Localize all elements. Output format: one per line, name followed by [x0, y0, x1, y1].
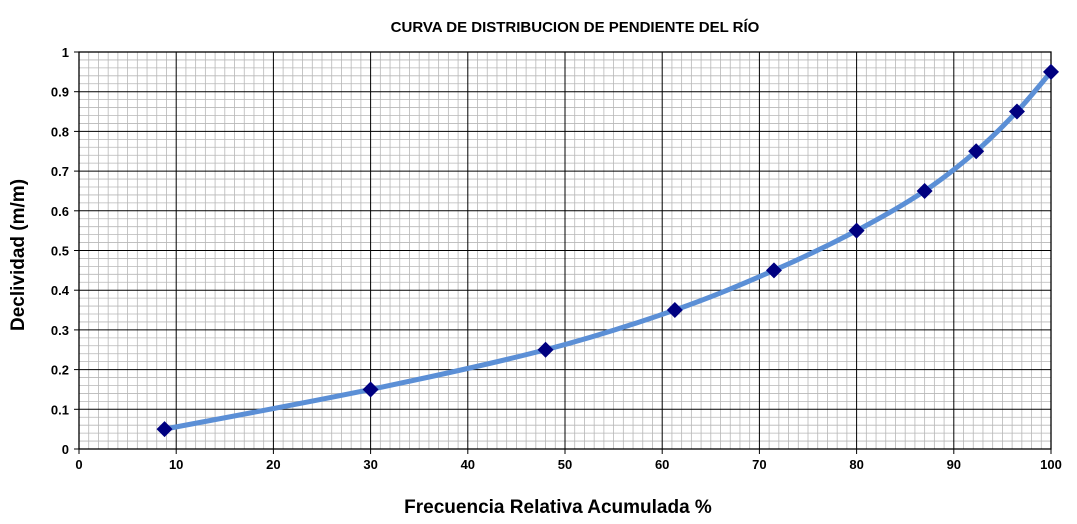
- x-axis-ticks: 0 10 20 30 40 50 60 70 80 90 100: [75, 449, 1062, 472]
- y-tick-label: 0.4: [51, 283, 70, 298]
- x-tick-label: 40: [461, 457, 475, 472]
- data-point: [848, 222, 865, 239]
- x-tick-label: 50: [558, 457, 572, 472]
- y-tick-label: 0.3: [51, 323, 69, 338]
- data-point: [916, 182, 933, 199]
- data-point: [537, 341, 554, 358]
- x-tick-label: 20: [266, 457, 280, 472]
- x-tick-label: 80: [849, 457, 863, 472]
- data-point: [968, 143, 985, 160]
- y-tick-label: 0.6: [51, 204, 69, 219]
- x-axis-label: Frecuencia Relativa Acumulada %: [404, 497, 712, 518]
- data-point: [362, 381, 379, 398]
- y-tick-label: 0.1: [51, 402, 69, 417]
- data-point: [156, 421, 173, 438]
- y-tick-label: 0: [62, 442, 69, 457]
- y-tick-label: 1: [62, 45, 69, 60]
- data-point: [1008, 103, 1025, 120]
- data-point: [765, 262, 782, 279]
- x-tick-label: 100: [1040, 457, 1062, 472]
- x-tick-label: 60: [655, 457, 669, 472]
- y-axis-label: Declividad (m/m): [8, 179, 29, 331]
- x-tick-label: 10: [169, 457, 183, 472]
- data-point: [1043, 63, 1059, 80]
- y-tick-label: 0.8: [51, 124, 69, 139]
- y-tick-label: 0.5: [51, 244, 69, 259]
- chart-title: CURVA DE DISTRIBUCION DE PENDIENTE DEL R…: [391, 19, 760, 36]
- data-point: [666, 302, 683, 319]
- x-tick-label: 90: [947, 457, 961, 472]
- x-tick-label: 0: [75, 457, 82, 472]
- major-gridlines: [78, 51, 1052, 450]
- y-tick-label: 0.2: [51, 363, 69, 378]
- data-point-markers: [156, 63, 1059, 438]
- x-tick-label: 30: [363, 457, 377, 472]
- x-tick-label: 70: [752, 457, 766, 472]
- y-tick-label: 0.7: [51, 164, 69, 179]
- y-tick-label: 0.9: [51, 85, 69, 100]
- y-axis-ticks: 0 0.1 0.2 0.3 0.4 0.5 0.6 0.7 0.8 0.9 1: [51, 45, 79, 457]
